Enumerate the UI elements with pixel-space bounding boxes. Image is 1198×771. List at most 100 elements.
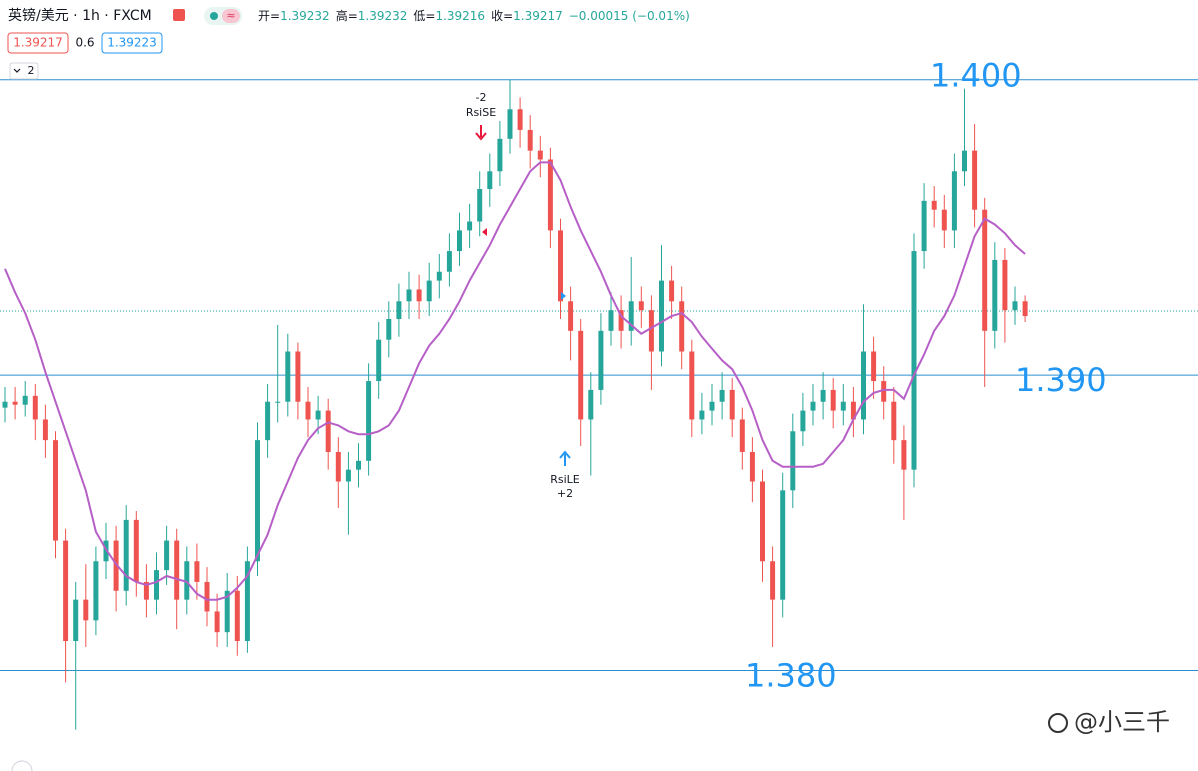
short-arrow xyxy=(475,125,487,141)
signal-name: RsiLE xyxy=(550,473,580,486)
candle-body xyxy=(244,561,250,642)
candle-body xyxy=(234,590,240,642)
candle-body xyxy=(719,389,725,402)
candle-body xyxy=(830,389,836,411)
candle-body xyxy=(315,410,321,420)
candle-body xyxy=(901,440,907,470)
candle-body xyxy=(53,440,58,541)
flag-icon[interactable] xyxy=(173,9,185,21)
candle-body xyxy=(850,401,856,420)
ask-price: 1.39223 xyxy=(107,36,157,50)
collapse-button[interactable] xyxy=(9,62,39,80)
candle-body xyxy=(972,150,978,210)
signal-qty: -2 xyxy=(476,91,487,104)
ohlc-text: 开=1.39232 高=1.39232 低=1.39216 收=1.39217 −0.0… xyxy=(258,8,690,23)
candle-body xyxy=(800,410,806,432)
candle-body xyxy=(2,401,8,408)
candle-body xyxy=(588,389,594,420)
candle-body xyxy=(22,395,28,405)
candle-body xyxy=(345,469,351,482)
candle-body xyxy=(285,351,291,402)
candle-body xyxy=(93,561,99,621)
candle-body xyxy=(689,351,695,420)
candle-body xyxy=(659,280,664,352)
ohlc-value: 1.39216 xyxy=(435,9,485,23)
ohlc-value: 1.39232 xyxy=(358,9,408,23)
plot-area: 1.400 1.390 1.380 xyxy=(0,57,1198,730)
ask-box[interactable] xyxy=(101,32,163,54)
candle-body xyxy=(325,410,331,452)
candle-body xyxy=(366,381,372,461)
candle-body xyxy=(295,351,301,402)
candle-body xyxy=(386,319,392,340)
status-icon xyxy=(222,9,240,23)
candle-body xyxy=(749,451,755,482)
candle-body xyxy=(648,310,654,352)
candle-body xyxy=(517,109,523,130)
level-label: 1.400 xyxy=(930,57,1022,95)
candle-body xyxy=(224,590,230,633)
candle-body xyxy=(1002,259,1008,311)
candle-body xyxy=(457,230,462,252)
candle-body xyxy=(931,200,937,210)
bid-price: 1.39217 xyxy=(13,36,63,50)
candle-body xyxy=(628,301,634,331)
candle-body xyxy=(578,330,584,420)
candle-body xyxy=(941,209,947,231)
candle-body xyxy=(820,389,826,402)
candle-body xyxy=(406,289,412,302)
ohlc-value: 1.39232 xyxy=(280,9,330,23)
candle-body xyxy=(790,431,796,491)
corner-button[interactable] xyxy=(11,760,33,771)
candle-body xyxy=(154,570,159,600)
candle-body xyxy=(598,330,604,390)
candle-body xyxy=(335,451,341,482)
candle-body xyxy=(275,401,281,403)
candle-body xyxy=(214,611,220,633)
bid-box[interactable] xyxy=(7,32,69,54)
candle-body xyxy=(739,419,745,452)
candle-body xyxy=(426,280,432,302)
candle-body xyxy=(184,561,190,600)
candle-body xyxy=(871,351,877,382)
status-icon-glyph: ≈ xyxy=(226,9,235,22)
candle-body xyxy=(962,150,967,172)
candle-body xyxy=(446,251,452,272)
candle-body xyxy=(436,271,442,281)
candle-body xyxy=(527,129,533,151)
candle-body xyxy=(265,401,271,441)
candle-body xyxy=(709,401,715,411)
level-label: 1.380 xyxy=(745,657,837,695)
candle-body xyxy=(194,561,200,582)
candle-body xyxy=(608,310,614,331)
candle-body xyxy=(83,599,89,621)
candle-body xyxy=(770,561,776,600)
ohlc-value: 1.39217 xyxy=(513,9,563,23)
candle-body xyxy=(133,519,139,582)
candle-body xyxy=(63,540,69,642)
candle-body xyxy=(951,171,957,231)
candle-body xyxy=(911,251,917,470)
watermark: @小三千 xyxy=(1074,708,1170,736)
candle-body xyxy=(396,301,402,320)
candle-body xyxy=(174,540,180,600)
level-label: 1.390 xyxy=(1015,361,1107,399)
ohlc-legend: 开=1.39232 高=1.39232 低=1.39216 收=1.39217 −0.0… xyxy=(258,8,690,23)
candle-body xyxy=(123,519,129,591)
candle-body xyxy=(42,419,48,441)
candle-body xyxy=(537,150,543,160)
spread: 0.6 xyxy=(75,36,94,50)
ohlc-label: 收= xyxy=(491,9,513,23)
candle-body xyxy=(497,138,503,172)
candle-body xyxy=(416,289,422,302)
candle-body xyxy=(699,410,705,420)
candle-body xyxy=(356,460,361,470)
candle-body xyxy=(1022,301,1028,317)
candle-body xyxy=(679,301,685,352)
collapse-count: 2 xyxy=(28,64,35,77)
signal-qty: +2 xyxy=(557,487,573,500)
symbol-title: 英镑/美元 · 1h · FXCM xyxy=(8,7,152,24)
candle-body xyxy=(12,401,18,405)
candle-body xyxy=(982,209,988,331)
